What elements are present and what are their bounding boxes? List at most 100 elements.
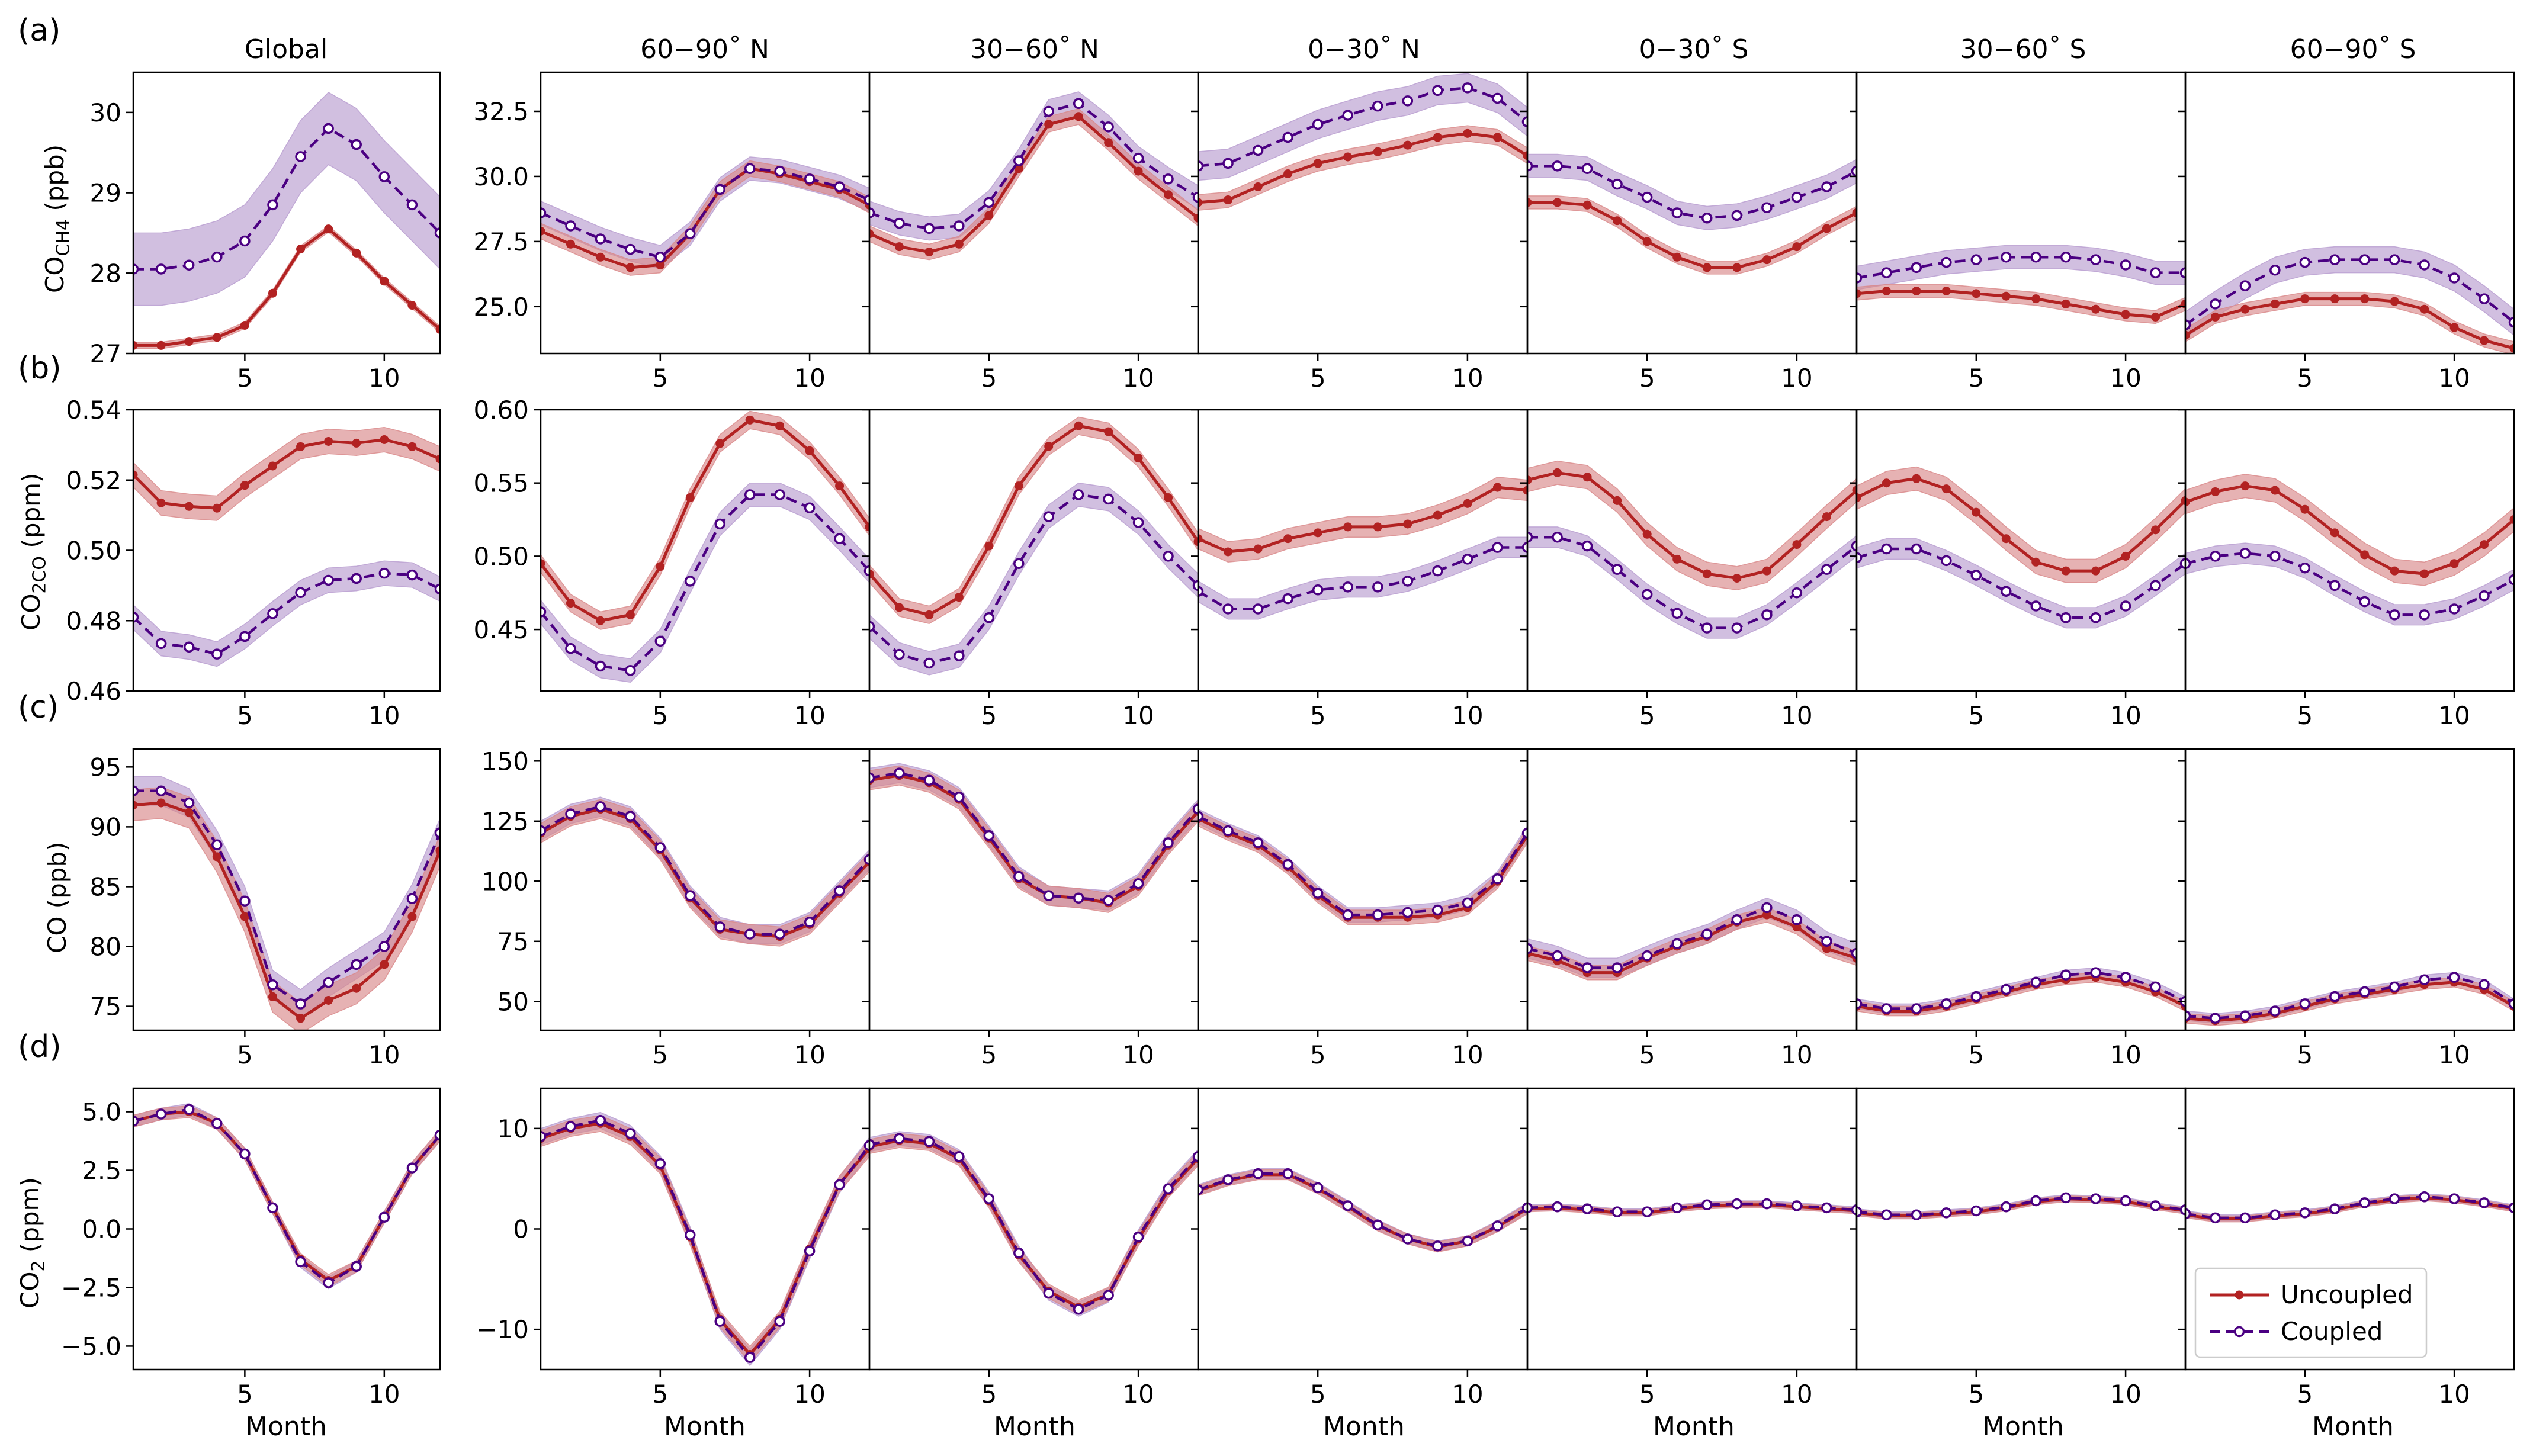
coupled-point bbox=[1103, 1290, 1114, 1301]
coupled-point bbox=[1527, 160, 1533, 172]
coupled-point bbox=[685, 228, 696, 239]
uncoupled-point bbox=[2240, 481, 2250, 491]
panel-co-ch4-0-30s: 5 10 bbox=[1520, 71, 1858, 393]
plot-area-co-60-90n bbox=[541, 796, 869, 947]
coupled-point bbox=[1282, 593, 1293, 605]
coupled-point bbox=[2001, 983, 2012, 995]
coupled-point bbox=[2329, 580, 2341, 592]
coupled-point bbox=[2479, 293, 2490, 304]
coupled-point bbox=[1521, 1202, 1527, 1214]
coupled-point bbox=[378, 1211, 390, 1223]
panel-co2-30-60n: 5 10 bbox=[862, 1087, 1199, 1409]
coupled-point bbox=[685, 576, 696, 587]
coupled-point bbox=[1492, 92, 1503, 104]
coupled-point bbox=[2150, 267, 2161, 278]
coupled-point bbox=[2419, 609, 2430, 621]
coupled-point bbox=[1013, 155, 1025, 166]
uncoupled-point bbox=[435, 454, 440, 464]
coupled-point bbox=[774, 928, 785, 940]
coupled-point bbox=[1312, 584, 1324, 596]
coupled-point bbox=[1857, 1206, 1863, 1217]
coupled-point bbox=[2269, 551, 2281, 562]
x-tick-label: 10 bbox=[2438, 1040, 2470, 1069]
coupled-point bbox=[2359, 254, 2370, 265]
uncoupled-point bbox=[296, 245, 306, 254]
y-tick-label: 90 bbox=[90, 812, 121, 841]
uncoupled-series-line bbox=[133, 801, 440, 1020]
uncoupled-point bbox=[435, 324, 440, 334]
coupled-point bbox=[1192, 580, 1198, 592]
panel-label-a: (a) bbox=[18, 13, 61, 49]
coupled-point bbox=[541, 207, 547, 218]
coupled-point bbox=[1192, 191, 1198, 203]
y-tick-label: 27.5 bbox=[473, 227, 529, 256]
coupled-point bbox=[1432, 565, 1443, 577]
coupled-point bbox=[2090, 967, 2101, 978]
uncoupled-point bbox=[407, 912, 417, 921]
coupled-point bbox=[1821, 181, 1832, 192]
coupled-point bbox=[2388, 254, 2400, 265]
plot-area-co-global bbox=[133, 776, 440, 1030]
coupled-point bbox=[863, 1140, 869, 1151]
uncoupled-uncertainty-band bbox=[133, 1105, 440, 1287]
coupled-point bbox=[1013, 1247, 1025, 1259]
uncoupled-point bbox=[984, 541, 994, 551]
x-tick-label: 10 bbox=[2438, 1380, 2470, 1409]
coupled-point bbox=[1970, 254, 1982, 265]
uncoupled-point bbox=[954, 239, 964, 249]
uncoupled-uncertainty-band bbox=[1857, 284, 2185, 324]
coupled-point bbox=[1527, 943, 1533, 954]
coupled-uncertainty-band bbox=[2185, 542, 2514, 626]
coupled-point bbox=[2299, 256, 2311, 268]
uncoupled-point bbox=[1582, 473, 1592, 482]
coupled-point bbox=[1492, 873, 1503, 885]
coupled-point bbox=[351, 1261, 362, 1272]
plot-area-co-2co-30-60n bbox=[869, 416, 1198, 676]
coupled-point bbox=[1881, 267, 1892, 278]
uncoupled-point bbox=[2001, 534, 2011, 544]
coupled-point bbox=[1761, 902, 1773, 914]
uncoupled-point bbox=[2480, 540, 2489, 549]
coupled-point bbox=[1701, 622, 1713, 634]
plot-area-co-30-60s bbox=[1857, 967, 2185, 1017]
coupled-point bbox=[1372, 1219, 1383, 1230]
coupled-point bbox=[2210, 298, 2221, 310]
coupled-point bbox=[1462, 82, 1473, 94]
panel-frame bbox=[1197, 1087, 1529, 1371]
coupled-point bbox=[1941, 1207, 1952, 1219]
uncoupled-point bbox=[1224, 195, 1233, 205]
x-tick-label: 10 bbox=[1781, 701, 1812, 730]
uncoupled-series-line bbox=[1527, 201, 1857, 269]
coupled-point bbox=[1791, 1200, 1803, 1211]
coupled-point bbox=[1791, 587, 1803, 599]
uncoupled-point bbox=[1104, 138, 1113, 147]
plot-area-co-0-30s bbox=[1527, 897, 1857, 981]
coupled-point bbox=[2001, 1201, 2012, 1213]
uncoupled-series-line bbox=[541, 807, 869, 938]
coupled-uncertainty-band bbox=[541, 482, 869, 683]
coupled-point bbox=[2150, 580, 2161, 592]
uncoupled-point bbox=[268, 461, 277, 471]
coupled-point bbox=[211, 839, 223, 850]
y-tick-label: 0.45 bbox=[473, 615, 529, 644]
x-tick-label: 10 bbox=[368, 364, 400, 393]
uncoupled-point bbox=[268, 288, 277, 298]
y-tick-label: 80 bbox=[90, 933, 121, 962]
uncoupled-point bbox=[2390, 297, 2399, 306]
x-tick-label: 10 bbox=[1781, 1380, 1812, 1409]
uncoupled-point bbox=[407, 442, 417, 451]
coupled-point bbox=[654, 842, 666, 853]
x-tick-label: 5 bbox=[2297, 1380, 2313, 1409]
uncoupled-point bbox=[869, 569, 874, 578]
plot-area-co2-30-60s bbox=[1857, 1192, 2185, 1220]
coupled-point bbox=[1761, 609, 1773, 621]
uncoupled-point bbox=[1343, 152, 1353, 162]
uncoupled-point bbox=[1492, 483, 1502, 492]
uncoupled-point bbox=[2270, 486, 2280, 495]
coupled-point bbox=[1552, 950, 1563, 962]
coupled-point bbox=[954, 650, 965, 661]
uncoupled-point bbox=[2420, 569, 2429, 578]
uncoupled-point bbox=[2151, 525, 2160, 535]
uncoupled-point bbox=[1523, 151, 1527, 160]
uncoupled-point bbox=[1852, 208, 1857, 217]
